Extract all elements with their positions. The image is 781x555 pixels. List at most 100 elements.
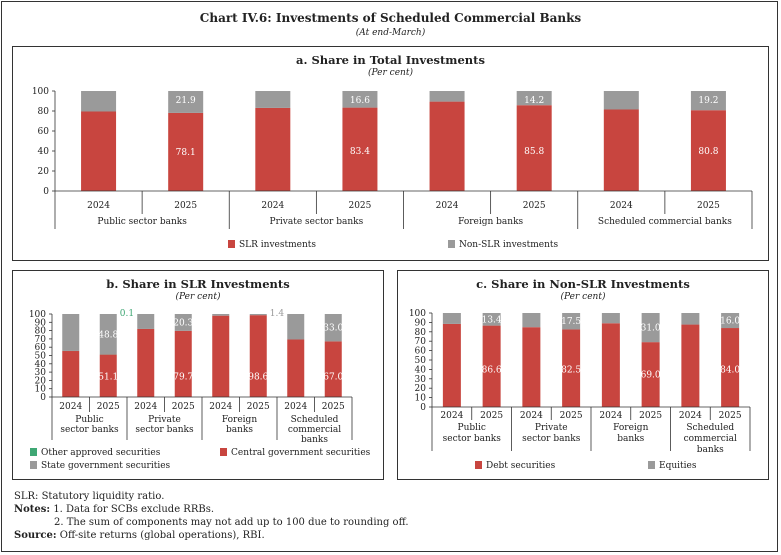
- bar-a-slr-investments: [81, 111, 117, 191]
- figure-title: Chart IV.6: Investments of Scheduled Com…: [199, 11, 582, 25]
- notes-label: Notes:: [14, 504, 51, 515]
- group-label: sector banks: [60, 425, 119, 435]
- group-label: sector banks: [443, 434, 502, 444]
- y-tick-label: 50: [415, 356, 427, 366]
- year-label: 2024: [59, 402, 82, 412]
- bar-a-slr-investments: [516, 105, 552, 191]
- year-label: 2024: [436, 201, 459, 211]
- data-label: 79.7: [173, 372, 193, 382]
- legend-swatch: [228, 240, 235, 248]
- bar-b-state-government-securities: [212, 314, 230, 316]
- bar-b-central-government-securities: [174, 330, 192, 397]
- y-tick-label: 10: [35, 385, 47, 395]
- data-label: 85.8: [524, 147, 544, 157]
- y-tick-label: 30: [35, 368, 47, 378]
- bar-a-slr-investments: [603, 109, 639, 191]
- panel-a-title: a. Share in Total Investments: [296, 53, 485, 67]
- group-label: Public sector banks: [97, 217, 187, 227]
- source-label: Source:: [14, 530, 57, 541]
- year-label: 2025: [480, 411, 503, 421]
- bar-a-non-slr-investments: [255, 91, 291, 108]
- year-label: 2024: [261, 201, 284, 211]
- y-tick-label: 100: [32, 87, 49, 97]
- group-label: banks: [697, 445, 724, 455]
- group-label: Foreign: [222, 415, 257, 425]
- bar-b-central-government-securities: [212, 315, 230, 397]
- year-label: 2024: [679, 411, 702, 421]
- group-label: commercial: [288, 425, 341, 435]
- legend-swatch: [648, 461, 655, 469]
- bar-a-slr-investments: [342, 107, 378, 191]
- y-tick-label: 0: [420, 403, 426, 413]
- legend-label: SLR investments: [239, 240, 316, 250]
- year-label: 2025: [523, 201, 546, 211]
- group-label: sector banks: [522, 434, 581, 444]
- bar-a-non-slr-investments: [342, 91, 378, 108]
- group-label: Private: [535, 423, 568, 433]
- data-label: 51.1: [98, 372, 118, 382]
- year-label: 2025: [348, 201, 371, 211]
- group-label: Scheduled commercial banks: [598, 217, 732, 227]
- legend-swatch: [220, 448, 227, 456]
- notes: SLR: Statutory liquidity ratio. Notes: 1…: [14, 490, 409, 542]
- year-label: 2024: [209, 402, 232, 412]
- bar-b-state-government-securities: [287, 314, 305, 340]
- year-label: 2024: [599, 411, 622, 421]
- panel-c: [397, 270, 769, 480]
- data-label: 14.2: [524, 96, 544, 106]
- bar-a-non-slr-investments: [81, 91, 117, 112]
- bar-c-debt-securities: [522, 327, 541, 407]
- bar-c-debt-securities: [681, 324, 700, 407]
- bar-b-state-government-securities: [137, 314, 155, 329]
- bar-c-equities: [442, 313, 461, 324]
- bar-b-central-government-securities: [287, 339, 305, 397]
- data-label: 78.1: [176, 148, 196, 158]
- data-label: 67.0: [323, 372, 343, 382]
- bar-b-state-government-securities: [324, 314, 342, 342]
- y-tick-label: 100: [29, 310, 46, 320]
- y-tick-label: 60: [38, 127, 50, 137]
- year-label: 2025: [697, 201, 720, 211]
- legend-swatch: [30, 461, 37, 469]
- bar-c-equities: [522, 313, 541, 328]
- bar-c-equities: [482, 313, 501, 326]
- bar-a-non-slr-investments: [516, 91, 552, 106]
- year-label: 2025: [560, 411, 583, 421]
- y-tick-label: 40: [35, 360, 47, 370]
- bar-c-debt-securities: [721, 328, 740, 407]
- group-label: Scheduled: [291, 415, 339, 425]
- legend-label: Other approved securities: [41, 448, 161, 458]
- year-label: 2024: [440, 411, 463, 421]
- data-label: 82.5: [561, 365, 581, 375]
- bar-b-state-government-securities: [62, 314, 80, 351]
- y-tick-label: 90: [415, 318, 427, 328]
- group-label: Foreign banks: [458, 217, 523, 227]
- year-label: 2024: [610, 201, 633, 211]
- y-tick-label: 70: [35, 335, 47, 345]
- panel-c-subtitle: (Per cent): [560, 292, 606, 302]
- legend-label: Debt securities: [486, 461, 556, 471]
- note-1: 1. Data for SCBs exclude RRBs.: [53, 504, 215, 515]
- group-label: Public: [75, 415, 103, 425]
- y-tick-label: 90: [35, 318, 47, 328]
- note-2: 2. The sum of components may not add up …: [54, 517, 409, 528]
- data-label: 98.6: [248, 372, 268, 382]
- data-label: 21.9: [176, 96, 196, 106]
- legend-swatch: [475, 461, 482, 469]
- y-tick-label: 80: [415, 328, 427, 338]
- data-label: 84.0: [720, 365, 740, 375]
- bar-c-equities: [681, 313, 700, 325]
- bar-c-debt-securities: [562, 329, 581, 407]
- bar-a-slr-investments: [690, 110, 726, 191]
- bar-b-state-government-securities: [174, 314, 192, 331]
- data-label: 83.4: [350, 147, 370, 157]
- group-label: Foreign: [613, 423, 648, 433]
- bar-c-debt-securities: [482, 325, 501, 407]
- y-tick-label: 50: [35, 352, 47, 362]
- bar-c-debt-securities: [641, 342, 660, 407]
- data-label: 13.4: [482, 315, 502, 325]
- bar-b-state-government-securities: [99, 314, 117, 355]
- data-label: 33.0: [323, 324, 343, 334]
